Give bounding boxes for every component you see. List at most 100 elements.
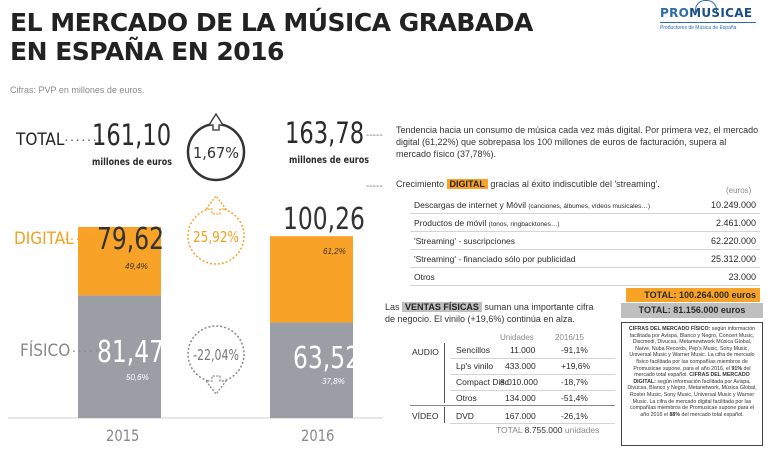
bar-fisico-2016 — [270, 322, 353, 418]
digital-share-2015: 49,4% — [125, 262, 148, 271]
col-change-header: 2016/15 — [555, 333, 584, 342]
row-divider — [450, 358, 615, 359]
logo-wordmark: PROMUSICAE — [660, 6, 760, 20]
physical-row-change: -26,1% — [561, 411, 588, 421]
digital-row-label: Productos de móvil — [414, 217, 487, 228]
change-circle-fisico: -22,04% — [187, 325, 245, 396]
physical-row-label: Sencillos — [456, 345, 491, 355]
grand-total-unit: unidades — [564, 425, 600, 435]
notes-digital-tail: del mercado total español. — [680, 411, 744, 418]
digital-row-label: Otros — [414, 271, 435, 282]
physical-row-units: 167.000 — [505, 411, 536, 421]
digital-row-value: 2.461.000 — [715, 217, 756, 228]
digital-row-value: 10.249.000 — [710, 199, 756, 210]
physical-heading-line2: de negocio. El vinilo (+19,6%) continúa … — [385, 314, 575, 324]
row-divider — [450, 374, 615, 375]
physical-heading-post: suman una importante cifra — [484, 302, 594, 312]
fisico-share-2016: 37,8% — [322, 377, 345, 386]
row-label-total: TOTAL — [16, 130, 65, 150]
intro-text: Tendencia hacia un consumo de música cad… — [396, 125, 759, 159]
notes-digital-text: según información facilitada por Avispa,… — [627, 378, 757, 418]
total-unit-2016: millones de euros — [289, 155, 369, 166]
digital-dash: ----- — [366, 181, 383, 192]
title-line-2: EN ESPAÑA EN 2016 — [10, 37, 284, 66]
fisico-share-2015: 50,6% — [126, 373, 149, 382]
digital-row: Productos de móvil (tonos, ringbacktones… — [410, 214, 760, 232]
arrow-up-icon — [207, 112, 225, 131]
row-dots-total: ······· — [64, 131, 104, 147]
fisico-value-2015: 81,47 — [97, 335, 164, 370]
year-label-2016: 2016 — [301, 426, 335, 445]
row-label-fisico: FÍSICO — [20, 341, 71, 361]
digital-row-value: 23.000 — [728, 271, 756, 282]
group-audio-bracket — [444, 343, 445, 403]
digital-row: Otros 23.000 — [410, 268, 760, 286]
group-divider — [410, 405, 615, 406]
physical-heading: Las VENTAS FÍSICAS suman una importante … — [385, 301, 621, 325]
logo-tagline: Productores de Música de España — [660, 25, 737, 31]
digital-row-label: Descargas de internet y Móvil — [414, 199, 526, 210]
col-units-header: Unidades — [500, 333, 534, 342]
digital-row-detail: (tonos, ringbacktones…) — [488, 220, 560, 228]
group-video-label: VÍDEO — [412, 411, 439, 421]
intro-dash: ----- — [366, 130, 383, 141]
notes-physical-share: 91% — [731, 365, 743, 372]
promusicae-logo: PROMUSICAE Productores de Música de Espa… — [660, 6, 760, 48]
physical-row-units: 11.000 — [510, 345, 536, 355]
digital-share-2016: 61,2% — [323, 247, 346, 256]
change-circle-ring-digital — [187, 207, 245, 265]
bars-layer — [78, 226, 353, 418]
bar-fisico-2015 — [78, 295, 161, 418]
arrow-up-icon — [204, 194, 228, 215]
digital-total: TOTAL: 100.264.000 euros — [626, 288, 760, 302]
digital-value-2015: 79,62 — [97, 222, 164, 257]
source-notes: CIFRAS DEL MERCADO FÍSICO: según informa… — [621, 322, 763, 446]
digital-heading: Crecimiento DIGITAL gracias al éxito ind… — [396, 178, 660, 190]
notes-digital-share: 88% — [669, 411, 681, 418]
logo-musicae: MUSICAE — [689, 6, 753, 20]
year-label-2015: 2015 — [106, 426, 140, 445]
total-value-2015: 161,10 — [92, 118, 172, 152]
arrow-down-icon — [204, 375, 228, 396]
physical-row-label: DVD — [456, 411, 474, 421]
logo-divider — [660, 22, 756, 23]
change-value-fisico: -22,04% — [193, 346, 239, 364]
row-divider — [450, 423, 615, 424]
group-audio-label: AUDIO — [412, 347, 439, 357]
digital-table: Descargas de internet y Móvil (canciones… — [410, 196, 760, 286]
digital-row-label: 'Streaming' - suscripciones — [414, 235, 516, 246]
total-unit-2015: millones de euros — [92, 157, 172, 168]
notes-physical-tail: del mercado total español. — [634, 365, 751, 379]
physical-row-units: 134.000 — [505, 393, 536, 403]
row-dots-fisico: ······· — [66, 342, 106, 358]
digital-row-detail: (canciones, álbumes, vídeos musicales…) — [528, 202, 651, 210]
physical-total: TOTAL: 81.156.000 euros — [621, 303, 763, 318]
row-label-digital: DIGITAL — [14, 229, 74, 249]
physical-table: Unidades 2016/15 AUDIO Sencillos 11.000 … — [410, 333, 615, 435]
grand-total-value: 8.755.000 — [524, 425, 563, 435]
physical-row-label: Otros — [456, 393, 477, 403]
change-circle-total: 1,67% — [186, 112, 246, 182]
notes-physical-heading: CIFRAS DEL MERCADO FÍSICO: — [628, 326, 711, 332]
digital-row: 'Streaming' - financiado sólo por public… — [410, 250, 760, 268]
physical-heading-pre: Las — [385, 302, 400, 312]
physical-heading-highlight: VENTAS FÍSICAS — [402, 302, 482, 312]
physical-row-change: -51,4% — [561, 393, 588, 403]
physical-row-units: 433.000 — [505, 361, 536, 371]
title-line-1: EL MERCADO DE LA MÚSICA GRABADA — [10, 8, 533, 37]
physical-row-label: Lp's vinilo — [456, 361, 494, 371]
physical-row-units: 8.010.000 — [500, 377, 538, 387]
change-value-total: 1,67% — [193, 144, 239, 162]
grand-total-label: TOTAL — [496, 425, 523, 435]
currency-note: (euros) — [726, 186, 752, 195]
digital-value-2016: 100,26 — [283, 202, 365, 237]
digital-row-value: 62.220.000 — [710, 235, 756, 246]
page-title: EL MERCADO DE LA MÚSICA GRABADA EN ESPAÑ… — [10, 8, 533, 66]
row-dots-digital: ······· — [64, 230, 104, 246]
bar-digital-2015 — [78, 226, 161, 296]
digital-row-label: 'Streaming' - financiado sólo por public… — [414, 253, 576, 264]
row-divider — [450, 390, 615, 391]
physical-row-change: +19,6% — [561, 361, 591, 371]
physical-row-change: -91,1% — [561, 345, 588, 355]
